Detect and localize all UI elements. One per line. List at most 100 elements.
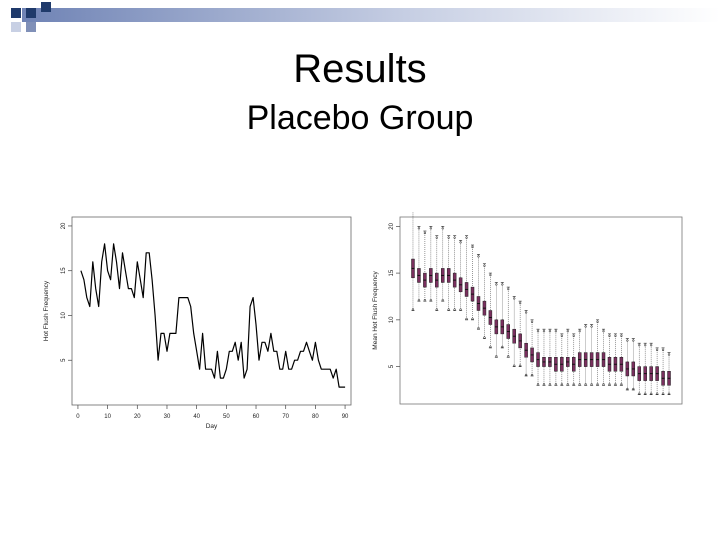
box <box>441 225 445 302</box>
box-outlier <box>638 344 641 347</box>
x-tick-label: 80 <box>312 414 319 420</box>
box-outlier <box>650 392 653 395</box>
box <box>506 286 510 358</box>
box-outlier <box>471 317 474 320</box>
box-outlier <box>441 299 444 302</box>
box-outlier <box>632 387 635 391</box>
box <box>548 328 552 386</box>
box-outlier <box>465 236 468 239</box>
slide-title: Results <box>293 47 427 91</box>
box-outlier <box>489 273 492 277</box>
box-outlier <box>632 339 635 342</box>
box <box>482 263 487 339</box>
x-tick-label: 10 <box>104 414 111 420</box>
box-outlier <box>667 353 671 356</box>
box-outlier <box>447 236 450 239</box>
box <box>566 328 570 386</box>
decoration-square <box>41 2 51 12</box>
box <box>530 319 534 377</box>
x-tick-label: 50 <box>223 414 230 420</box>
box-outlier <box>423 231 427 235</box>
box-outlier <box>560 383 563 386</box>
box <box>452 235 457 311</box>
boxplot-mean-hot-flush-frequency: 5 10 15 20 Mean Hot Flush Frequency <box>372 212 683 405</box>
box-outlier <box>614 334 617 338</box>
box <box>625 338 630 391</box>
decoration-square <box>26 8 36 18</box>
box-outlier <box>447 308 450 311</box>
box <box>464 235 469 321</box>
box-outlier <box>519 364 522 367</box>
box-outlier <box>417 299 421 302</box>
decoration-bar <box>22 8 720 22</box>
box-outlier <box>572 334 575 338</box>
y-tick-label: 15 <box>389 269 395 276</box>
box-outlier <box>507 287 510 291</box>
box <box>554 328 558 386</box>
box-outlier <box>590 383 593 386</box>
box <box>607 333 612 386</box>
box <box>488 272 493 349</box>
box-outlier <box>429 227 432 230</box>
box-outlier <box>489 345 492 349</box>
box-outlier <box>477 255 480 258</box>
y-tick-label: 20 <box>61 222 67 229</box>
slide-subtitle: Placebo Group <box>246 99 474 137</box>
plot-frame <box>399 216 683 405</box>
box-outlier <box>566 383 569 386</box>
box <box>470 244 475 321</box>
box-outlier <box>584 383 587 386</box>
box <box>518 300 522 367</box>
box-outlier <box>548 383 552 386</box>
box <box>429 225 433 302</box>
box <box>661 347 665 395</box>
box-outlier <box>620 334 623 338</box>
decoration-square <box>11 22 21 32</box>
x-tick-label: 70 <box>282 414 289 420</box>
box <box>601 328 606 386</box>
box-outlier <box>655 348 659 352</box>
box <box>524 310 528 377</box>
box <box>536 328 540 386</box>
box-outlier <box>453 236 456 239</box>
box <box>613 333 618 386</box>
box-outlier <box>483 264 486 267</box>
y-tick-label: 5 <box>389 364 395 368</box>
box-outlier <box>530 320 534 323</box>
box <box>542 328 546 386</box>
box <box>423 230 427 302</box>
box-outlier <box>626 387 629 391</box>
box-outlier <box>471 245 474 249</box>
series-line <box>80 243 346 388</box>
slide-decoration <box>11 2 720 32</box>
box-outlier <box>507 355 510 358</box>
x-tick-label: 20 <box>134 414 141 420</box>
line-chart-hot-flush-frequency: 0 10 20 30 40 50 60 70 80 90 5 10 15 20 Day Hot Flush F… <box>43 216 352 430</box>
box-outlier <box>459 308 462 311</box>
box <box>631 338 636 391</box>
box-outlier <box>536 330 540 333</box>
box <box>619 333 624 386</box>
box-outlier <box>566 330 569 333</box>
box <box>655 347 659 395</box>
box-outlier <box>620 383 623 386</box>
box-outlier <box>602 383 605 386</box>
box <box>500 282 505 349</box>
box-outlier <box>477 327 480 330</box>
box-outlier <box>501 345 504 349</box>
box <box>595 319 600 386</box>
box-outlier <box>542 383 546 386</box>
box-outlier <box>524 373 528 377</box>
box-outlier <box>417 227 421 230</box>
box-outlier <box>560 334 563 338</box>
box <box>577 328 582 386</box>
box-outlier <box>548 330 552 333</box>
box-outlier <box>530 373 534 377</box>
box <box>643 342 647 395</box>
box-outlier <box>578 383 581 386</box>
box-outlier <box>572 383 575 386</box>
x-tick-label: 90 <box>342 414 349 420</box>
box-outlier <box>626 339 629 342</box>
box-outlier <box>644 344 647 347</box>
box-outlier <box>411 308 415 311</box>
